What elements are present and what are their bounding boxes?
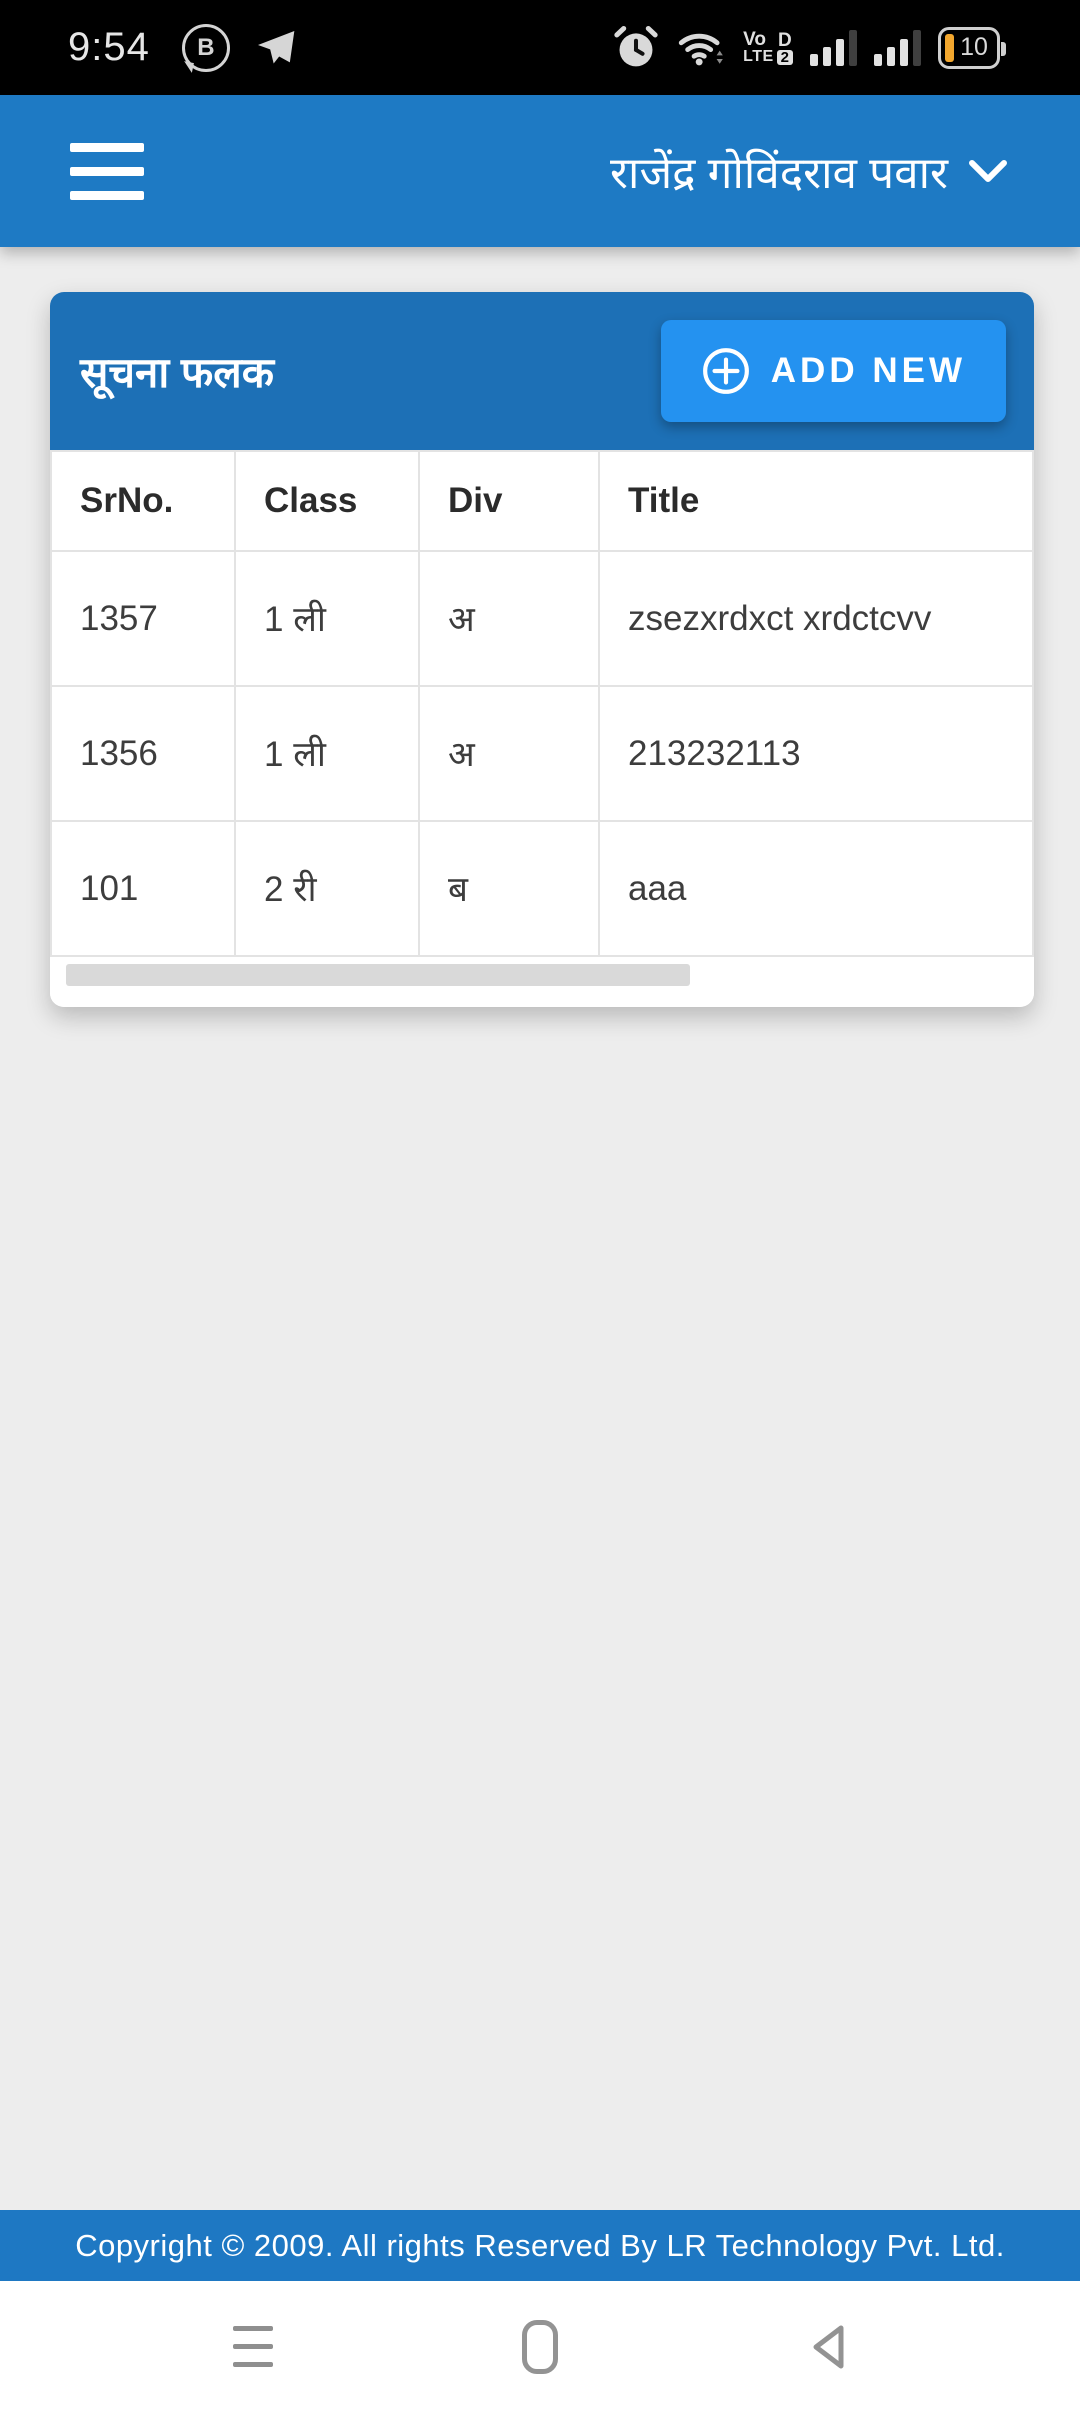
card-title: सूचना फलक <box>80 348 275 396</box>
status-right-icons: Vo LTE D 2 10 <box>613 25 1080 71</box>
telegram-icon <box>257 30 295 63</box>
table-header-row: SrNo. Class Div Title <box>50 450 1034 552</box>
copyright-text: Copyright © 2009. All rights Reserved By… <box>75 2227 1005 2263</box>
b-chat-bubble-icon: B <box>181 23 230 72</box>
table-row[interactable]: 101 2 री ब aaa <box>50 820 1034 957</box>
table-row[interactable]: 1357 1 ली अ zsezxrdxct xrdctcvv <box>50 550 1034 687</box>
add-new-label: ADD NEW <box>770 351 966 390</box>
notice-board-card: सूचना फलक ADD NEW SrNo. Class Div Title <box>50 292 1034 1007</box>
status-time: 9:54 <box>68 25 150 69</box>
cell-srno: 1357 <box>50 550 236 687</box>
col-header-div: Div <box>418 450 600 552</box>
table-row[interactable]: 1356 1 ली अ 213232113 <box>50 685 1034 822</box>
cell-title: aaa <box>598 820 1034 957</box>
cell-div: अ <box>418 550 600 687</box>
signal-bars-sim1-icon <box>810 29 857 66</box>
battery-percent: 10 <box>960 33 988 61</box>
add-new-button[interactable]: ADD NEW <box>660 320 1006 422</box>
cell-class: 1 ली <box>234 550 420 687</box>
plus-circle-icon <box>702 348 749 394</box>
horizontal-scroll-track <box>50 957 1034 1007</box>
cell-title: zsezxrdxct xrdctcvv <box>598 550 1034 687</box>
user-dropdown[interactable]: राजेंद्र गोविंदराव पवार <box>610 141 1008 201</box>
recents-icon[interactable] <box>218 2312 288 2382</box>
cell-srno: 1356 <box>50 685 236 822</box>
cell-title: 213232113 <box>598 685 1034 822</box>
chevron-down-icon <box>969 160 1007 182</box>
home-icon[interactable] <box>505 2312 575 2382</box>
card-header: सूचना फलक ADD NEW <box>50 292 1034 450</box>
col-header-title: Title <box>598 450 1034 552</box>
col-header-class: Class <box>234 450 420 552</box>
volte-sim-badge: D 2 <box>776 29 793 66</box>
wifi-icon <box>678 33 723 65</box>
volte-text: Vo LTE <box>743 29 774 65</box>
volte-sim2-icon: Vo LTE D 2 <box>743 30 793 65</box>
horizontal-scrollbar[interactable] <box>66 964 690 986</box>
cell-class: 1 ली <box>234 685 420 822</box>
alarm-clock-icon <box>614 25 658 66</box>
battery-level-fill <box>945 33 954 62</box>
app-header: राजेंद्र गोविंदराव पवार <box>0 95 1080 247</box>
cell-srno: 101 <box>50 820 236 957</box>
battery-icon: 10 <box>938 26 1006 69</box>
signal-bars-sim2-icon <box>874 29 921 66</box>
cell-class: 2 री <box>234 820 420 957</box>
android-nav-bar <box>0 2281 1080 2412</box>
hamburger-icon[interactable] <box>70 142 144 200</box>
user-name: राजेंद्र गोविंदराव पवार <box>610 149 948 198</box>
back-icon[interactable] <box>793 2312 863 2382</box>
copyright-footer: Copyright © 2009. All rights Reserved By… <box>0 2210 1080 2281</box>
col-header-srno: SrNo. <box>50 450 236 552</box>
cell-div: ब <box>418 820 600 957</box>
notice-table: SrNo. Class Div Title 1357 1 ली अ zsezxr… <box>50 450 1034 957</box>
status-left-icons: B <box>181 23 298 72</box>
status-bar: 9:54 B <box>0 0 1080 95</box>
cell-div: अ <box>418 685 600 822</box>
